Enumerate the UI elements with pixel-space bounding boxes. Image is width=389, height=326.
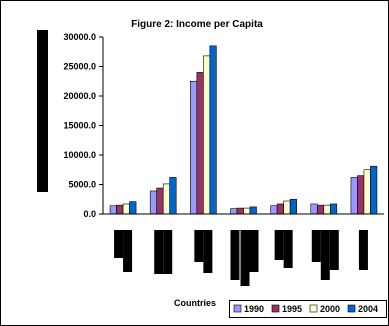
- y-tick-label: 20000.0: [63, 91, 96, 101]
- category-label-redaction: [194, 230, 204, 262]
- bar-1990: [149, 190, 158, 215]
- bar-2004: [209, 45, 217, 215]
- bar-1995: [196, 72, 204, 215]
- bar-1990: [270, 205, 278, 215]
- category-label-redactions: [114, 230, 368, 286]
- category-label-redaction: [114, 230, 124, 258]
- category-label-redaction: [320, 230, 330, 280]
- bar-2000: [323, 204, 331, 215]
- category-label-redaction: [154, 230, 164, 274]
- category-label-redaction: [240, 230, 250, 286]
- category-label-redaction: [283, 230, 293, 268]
- bar-1995: [116, 204, 124, 215]
- legend-label-1995: 1995: [282, 304, 302, 314]
- y-tick-label: 15000.0: [63, 121, 96, 131]
- category-label-redaction: [163, 230, 173, 274]
- bar-2000: [363, 169, 371, 215]
- legend-swatch-2000: [309, 304, 318, 313]
- legend-swatch-1995: [271, 304, 280, 313]
- bar-1995: [236, 207, 244, 215]
- bar-1990: [350, 177, 358, 215]
- bar-2000: [162, 183, 171, 215]
- category-label-redaction: [203, 230, 213, 273]
- legend-label-1990: 1990: [244, 304, 264, 314]
- bar-2004: [169, 177, 177, 215]
- category-label-redaction: [249, 230, 259, 272]
- bar-1990: [310, 203, 318, 215]
- bar-1995: [357, 175, 365, 215]
- category-label-redaction: [230, 230, 240, 280]
- bar-2000: [203, 55, 211, 215]
- y-tick-label: 30000.0: [63, 32, 96, 42]
- bar-2004: [129, 201, 137, 215]
- bar-2004: [289, 198, 297, 215]
- bar-2004: [329, 203, 338, 215]
- y-tick-label: 5000.0: [68, 180, 96, 190]
- bar-2004: [249, 206, 257, 215]
- x-axis-label: Countries: [174, 298, 216, 308]
- category-label-redaction: [123, 230, 133, 272]
- y-tick-label: 0.0: [83, 209, 96, 219]
- legend: 1990 1995 2000 2004: [229, 300, 387, 318]
- bar-1995: [156, 187, 164, 215]
- y-tick-label: 10000.0: [63, 150, 96, 160]
- bar-2000: [243, 207, 251, 215]
- bar-1995: [316, 204, 325, 215]
- legend-label-2004: 2004: [358, 304, 378, 314]
- bar-1990: [230, 208, 238, 215]
- bar-2000: [122, 203, 130, 215]
- bar-1990: [190, 80, 198, 215]
- bar-1995: [276, 203, 284, 215]
- y-axis-redaction-bar: [37, 30, 48, 192]
- category-label-redaction: [329, 230, 339, 270]
- bar-2004: [370, 165, 378, 215]
- legend-swatch-2004: [347, 304, 356, 313]
- category-label-redaction: [358, 230, 368, 270]
- bar-2000: [283, 200, 291, 215]
- bar-1990: [109, 205, 117, 215]
- y-tick-label: 25000.0: [63, 62, 96, 72]
- chart-title: Figure 2: Income per Capita: [131, 19, 263, 30]
- category-label-redaction: [274, 230, 284, 260]
- legend-items: 1990 1995 2000 2004: [233, 304, 378, 314]
- legend-label-2000: 2000: [320, 304, 340, 314]
- legend-box: [229, 300, 387, 318]
- legend-swatch-1990: [233, 304, 242, 313]
- y-axis: 0.0 5000.0 10000.0 15000.0 20000.0 25000.0 300…: [63, 32, 103, 219]
- category-label-redaction: [311, 230, 321, 262]
